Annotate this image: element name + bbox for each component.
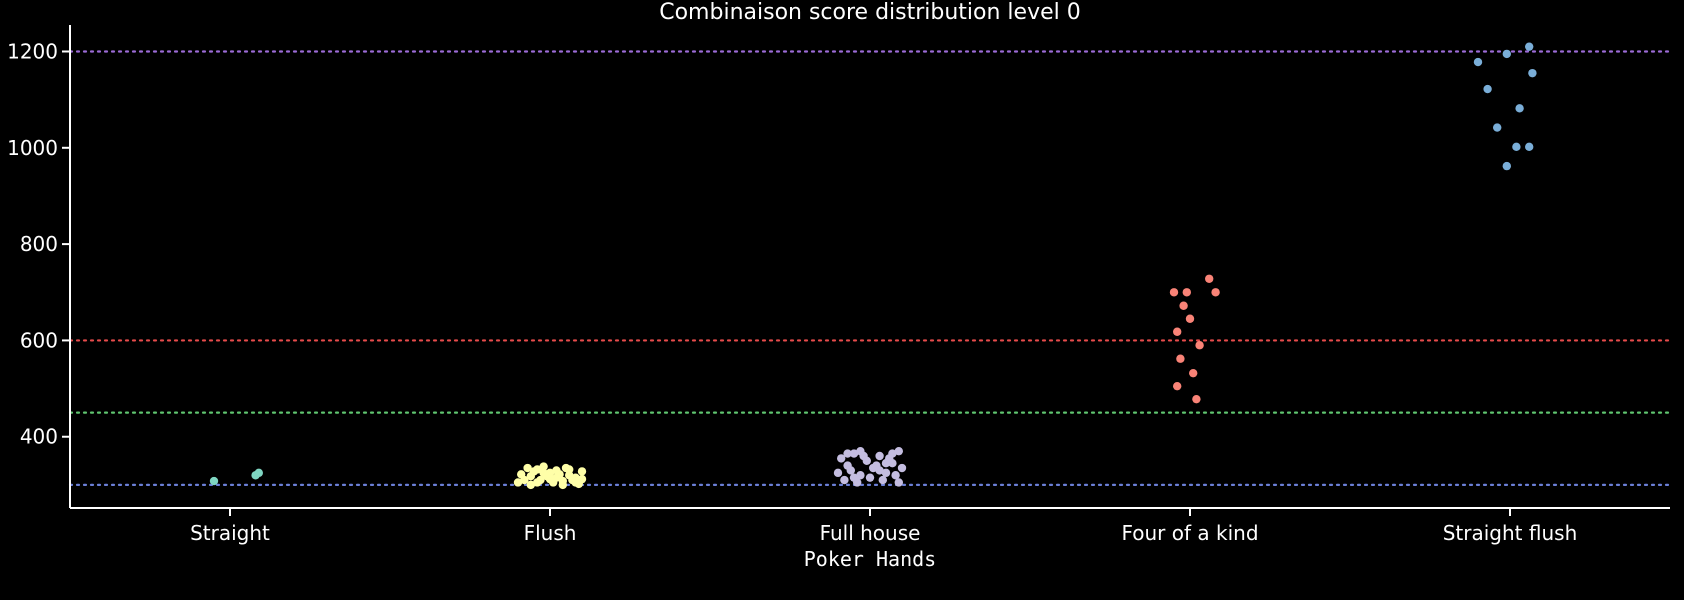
data-point: [894, 478, 903, 487]
data-point: [517, 470, 526, 479]
data-point: [1473, 57, 1483, 67]
data-point: [1502, 161, 1512, 171]
x-tick-label: Flush: [524, 521, 577, 545]
x-tick-label: Straight: [190, 521, 270, 545]
data-point: [1502, 49, 1512, 59]
data-point: [1528, 68, 1537, 78]
data-point: [1493, 123, 1502, 132]
data-point: [894, 446, 903, 456]
series-four-of-a-kind: [1169, 274, 1220, 404]
data-point: [846, 466, 855, 475]
data-point: [1195, 341, 1204, 350]
data-point: [1182, 288, 1192, 297]
chart-title: Combinaison score distribution level 0: [659, 0, 1081, 25]
data-point: [539, 462, 548, 471]
data-point: [536, 475, 545, 485]
data-point: [1169, 288, 1179, 297]
data-point: [558, 480, 567, 490]
data-point: [1525, 42, 1534, 51]
data-point: [837, 454, 846, 463]
data-point: [1185, 314, 1195, 323]
data-point: [513, 478, 523, 487]
data-point: [856, 446, 865, 456]
x-tick-label: Straight flush: [1443, 521, 1578, 545]
data-point: [533, 465, 542, 474]
data-point: [526, 480, 535, 490]
data-point: [1512, 142, 1521, 152]
series-straight-flush: [1473, 42, 1537, 171]
data-point: [209, 476, 219, 486]
data-point: [545, 468, 555, 478]
data-point: [849, 473, 859, 482]
data-point: [1515, 104, 1524, 113]
data-point: [1205, 274, 1214, 283]
data-point: [1173, 381, 1182, 391]
data-point: [875, 466, 884, 475]
data-point: [891, 471, 900, 480]
data-point: [1173, 327, 1182, 336]
y-tick-label: 600: [20, 328, 58, 352]
data-point: [888, 449, 897, 458]
data-point: [856, 471, 865, 480]
axes: [69, 25, 1670, 509]
data-point: [881, 459, 891, 468]
y-tick-label: 400: [20, 425, 58, 449]
data-point: [1179, 301, 1188, 310]
data-point: [1525, 142, 1534, 152]
data-point: [1211, 288, 1220, 297]
data-point: [577, 467, 587, 476]
x-tick-label: Four of a kind: [1121, 521, 1258, 545]
data-point: [843, 449, 852, 458]
data-point: [552, 473, 561, 482]
data-point: [254, 468, 263, 478]
data-point: [1176, 354, 1185, 363]
data-point: [1192, 394, 1201, 404]
y-tick-label: 1200: [7, 39, 58, 63]
x-axis-label: Poker Hands: [804, 547, 936, 571]
data-point: [865, 473, 875, 482]
series-straight: [209, 468, 263, 486]
data-point: [577, 474, 587, 484]
data-point: [833, 468, 843, 478]
series-full-house: [833, 446, 907, 487]
data-point: [1483, 84, 1492, 94]
reference-lines: [68, 50, 1672, 486]
y-ticks: 400 600 800 1000 1200: [7, 39, 70, 449]
data-point: [1189, 368, 1198, 378]
data-point: [875, 451, 884, 461]
x-tick-label: Full house: [820, 521, 921, 545]
y-tick-label: 1000: [7, 136, 58, 160]
x-ticks: Straight Flush Full house Four of a kind Str…: [190, 508, 1577, 545]
data-point: [881, 468, 891, 478]
data-point: [523, 463, 532, 473]
y-tick-label: 800: [20, 232, 58, 256]
data-points: [209, 42, 1537, 490]
data-point: [849, 449, 859, 458]
data-point: [571, 478, 580, 487]
data-point: [897, 463, 907, 473]
data-point: [878, 475, 887, 485]
data-point: [565, 465, 574, 474]
data-point: [840, 475, 849, 485]
series-flush: [513, 462, 587, 490]
